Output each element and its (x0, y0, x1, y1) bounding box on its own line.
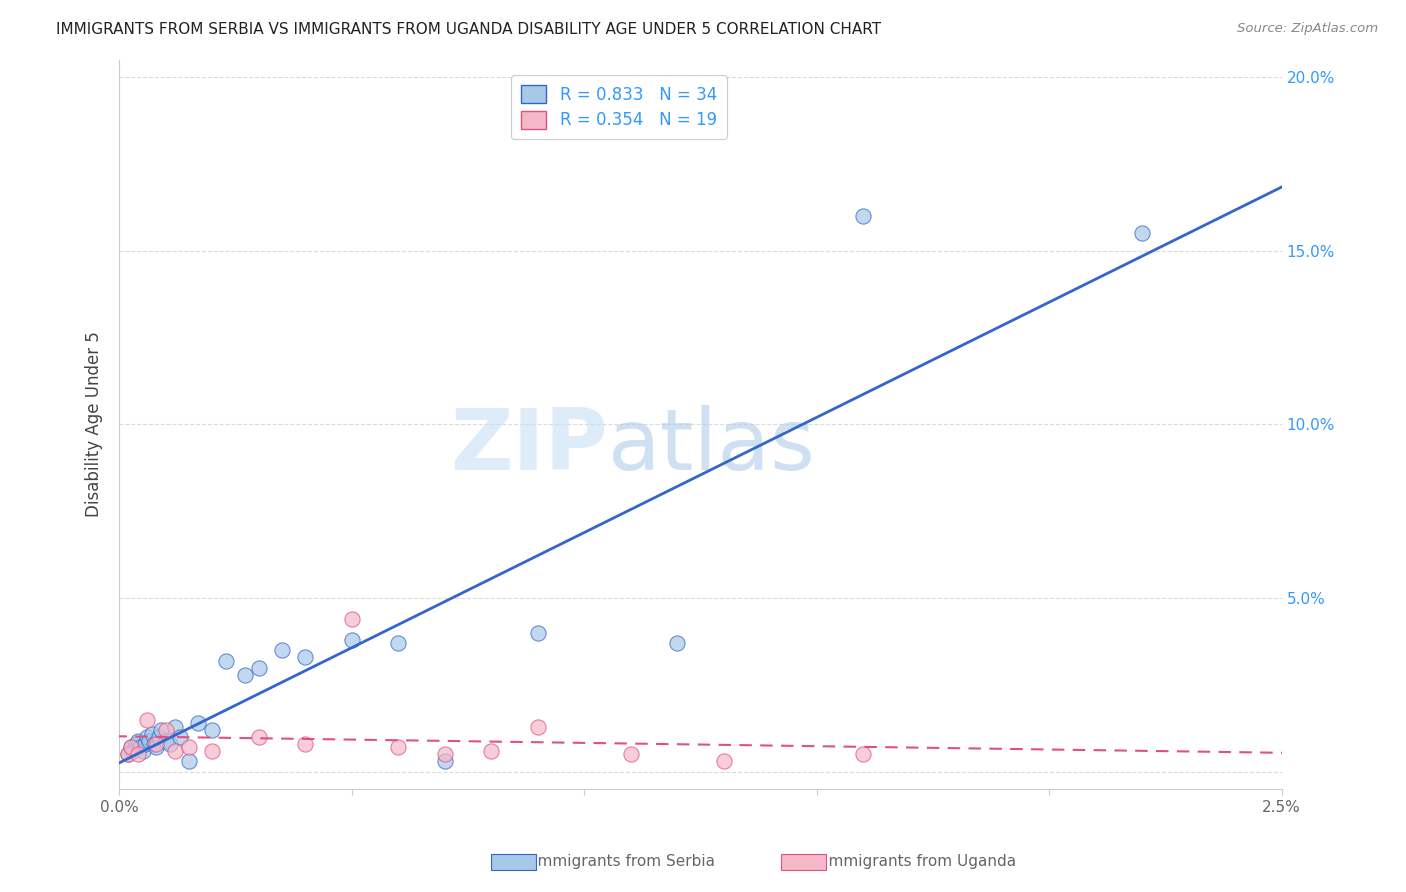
Point (433, 747, 456, 762)
Point (150, 723, 173, 737)
Text: IMMIGRANTS FROM SERBIA VS IMMIGRANTS FROM UGANDA DISABILITY AGE UNDER 5 CORRELAT: IMMIGRANTS FROM SERBIA VS IMMIGRANTS FRO… (56, 22, 882, 37)
Point (177, 755, 200, 769)
Point (387, 636, 409, 650)
Legend: R = 0.833   N = 34, R = 0.354   N = 19: R = 0.833 N = 34, R = 0.354 N = 19 (512, 75, 727, 139)
Point (215, 654, 238, 668)
Y-axis label: Disability Age Under 5: Disability Age Under 5 (86, 332, 103, 517)
Point (433, 755, 456, 769)
Point (165, 720, 187, 734)
Point (131, 744, 153, 758)
Point (247, 660, 270, 674)
Point (122, 744, 145, 758)
Point (127, 747, 149, 762)
Point (387, 740, 409, 755)
Point (117, 747, 139, 762)
Point (141, 726, 163, 740)
Point (138, 733, 160, 747)
Text: atlas: atlas (607, 405, 815, 488)
Point (201, 744, 224, 758)
Point (145, 737, 167, 751)
Point (136, 713, 159, 727)
Point (120, 740, 142, 755)
Point (713, 755, 735, 769)
Point (117, 747, 139, 762)
Point (201, 723, 224, 737)
Point (526, 625, 548, 640)
Text: Immigrants from Uganda: Immigrants from Uganda (824, 855, 1015, 869)
Point (340, 612, 363, 626)
Point (134, 737, 156, 751)
Point (247, 730, 270, 744)
Point (294, 737, 316, 751)
Point (155, 723, 177, 737)
Point (177, 740, 200, 755)
Point (620, 747, 643, 762)
Point (1130, 227, 1153, 241)
Point (155, 733, 177, 747)
Point (526, 720, 548, 734)
Point (129, 740, 152, 755)
Point (340, 632, 363, 647)
Text: Source: ZipAtlas.com: Source: ZipAtlas.com (1237, 22, 1378, 36)
Point (294, 650, 316, 665)
Point (271, 643, 294, 657)
Point (666, 636, 689, 650)
Point (145, 740, 167, 755)
Point (136, 730, 159, 744)
Point (187, 716, 209, 731)
Point (159, 737, 181, 751)
Point (852, 747, 875, 762)
Text: Immigrants from Serbia: Immigrants from Serbia (533, 855, 716, 869)
Point (148, 730, 170, 744)
Point (165, 744, 187, 758)
Point (479, 744, 502, 758)
Point (233, 667, 256, 681)
Point (852, 209, 875, 223)
Point (120, 740, 142, 755)
Point (169, 730, 191, 744)
Point (143, 737, 166, 751)
Point (127, 733, 149, 747)
Point (124, 737, 146, 751)
Text: ZIP: ZIP (450, 405, 607, 488)
